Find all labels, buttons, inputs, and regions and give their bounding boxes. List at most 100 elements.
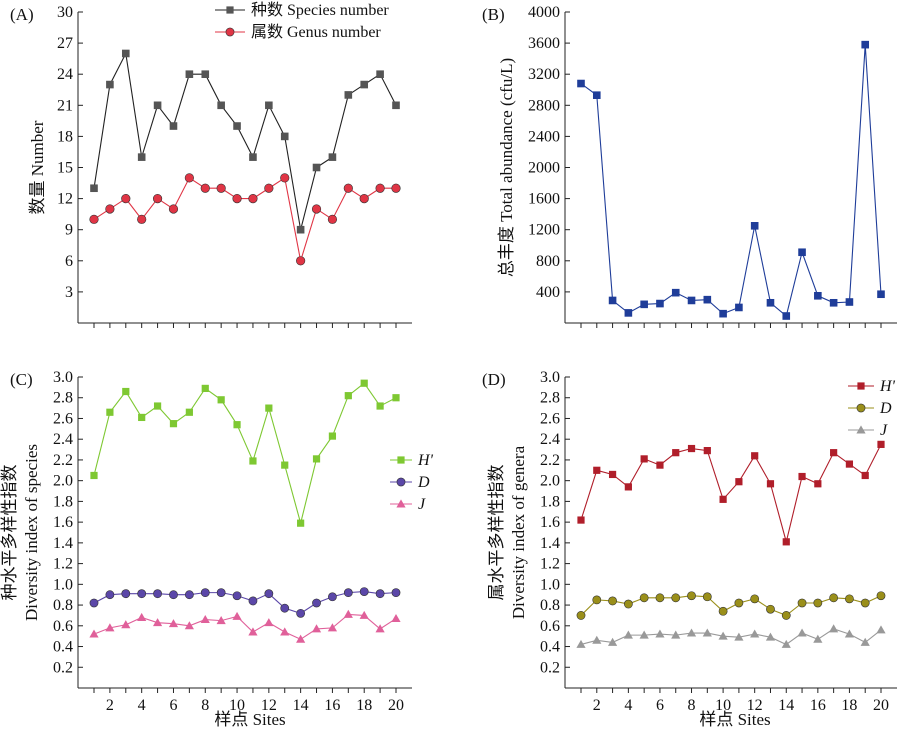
legend-label: J <box>418 496 426 513</box>
data-point <box>719 495 727 503</box>
data-point <box>121 194 131 204</box>
data-point <box>860 598 870 608</box>
data-point <box>861 40 870 49</box>
data-point <box>105 590 115 600</box>
y-tick-label: 3.0 <box>540 369 560 386</box>
data-point <box>280 173 290 183</box>
y-tick-label: 9 <box>65 222 73 239</box>
data-point <box>640 455 648 463</box>
data-point <box>830 449 838 457</box>
data-point <box>89 214 99 224</box>
data-point <box>360 80 369 89</box>
data-point <box>168 204 179 214</box>
data-point <box>169 420 178 428</box>
data-point <box>311 624 322 633</box>
data-point <box>877 440 885 448</box>
x-tick-label: 6 <box>169 697 177 714</box>
data-point <box>391 588 401 598</box>
data-point <box>592 595 602 605</box>
data-point <box>264 618 274 627</box>
y-tick-label: 2.6 <box>53 410 73 427</box>
y-tick-label: 12 <box>57 191 73 208</box>
data-point <box>829 298 838 307</box>
data-point <box>169 122 178 130</box>
panel-letter: (C) <box>10 370 33 389</box>
data-point <box>296 608 306 618</box>
y-tick-label: 3.0 <box>53 369 73 386</box>
chart-panel-4: (D) 0.2 0.4 0.6 0.8 1.0 1.2 1.4 1.6 1.8 2.0 2.2 2.4 2… <box>482 369 897 714</box>
data-point <box>344 91 353 99</box>
data-point <box>328 432 337 440</box>
data-point <box>719 309 727 318</box>
data-point <box>702 628 712 637</box>
data-point <box>168 619 179 628</box>
y-tick-label: 1.4 <box>540 535 560 552</box>
legend-marker <box>396 477 406 487</box>
data-point <box>138 413 146 422</box>
data-point <box>248 194 258 204</box>
data-point <box>297 519 305 527</box>
data-point <box>718 606 728 616</box>
data-point <box>798 472 806 481</box>
data-point <box>577 79 585 88</box>
data-point <box>265 101 273 110</box>
y-tick-label: 1.6 <box>540 514 560 531</box>
data-point <box>656 461 664 469</box>
data-point <box>249 457 257 465</box>
x-tick-label: 20 <box>388 697 404 714</box>
data-point <box>217 101 225 110</box>
data-point <box>137 612 147 621</box>
data-point <box>327 623 338 632</box>
data-point <box>608 470 617 479</box>
data-point <box>343 183 353 193</box>
data-point <box>845 594 854 604</box>
y-tick-label: 1.8 <box>53 493 73 510</box>
data-point <box>845 298 854 306</box>
series-line <box>580 44 882 317</box>
x-tick-label: 12 <box>261 697 277 714</box>
data-point <box>90 471 98 480</box>
data-point <box>327 214 338 224</box>
data-point <box>392 394 400 402</box>
y-tick-label: 2.4 <box>53 431 73 448</box>
data-point <box>311 204 322 214</box>
y-axis-label-en: Diversity index of species <box>22 444 41 621</box>
data-point <box>121 49 130 58</box>
data-point <box>877 290 885 299</box>
legend-label: 属数 Genus number <box>251 23 381 41</box>
y-tick-label: 2.0 <box>540 473 560 490</box>
data-point <box>153 589 162 599</box>
data-point <box>686 628 697 637</box>
data-point <box>766 298 775 307</box>
y-tick-label: 0.2 <box>540 659 560 676</box>
x-tick-label: 18 <box>841 697 857 714</box>
data-point <box>671 288 680 297</box>
y-tick-label: 0.8 <box>540 597 560 614</box>
y-tick-label: 3 <box>65 284 73 301</box>
data-point <box>392 101 400 110</box>
data-point <box>640 300 648 309</box>
data-point <box>375 624 385 633</box>
legend-marker <box>857 382 865 390</box>
data-point <box>344 392 352 400</box>
data-point <box>153 101 162 110</box>
y-tick-label: 1.6 <box>53 514 73 531</box>
y-tick-label: 2.0 <box>53 473 73 490</box>
data-point <box>876 625 886 634</box>
chart-panel-2: (B) 400 800 1200 1600 2000 2400 2800 3200 3600 400… <box>482 4 897 328</box>
chart-panel-1: (A) 3 6 9 12 15 18 21 24 27 30 数量 Number 种数 Species … <box>10 1 412 328</box>
data-point <box>639 630 649 639</box>
y-axis-label: 数量 Number <box>28 120 47 214</box>
y-tick-label: 2000 <box>528 160 560 177</box>
data-point <box>375 589 385 599</box>
y-tick-label: 0.4 <box>53 639 73 656</box>
data-point <box>296 256 306 266</box>
data-point <box>201 384 209 393</box>
data-point <box>860 637 870 646</box>
data-point <box>655 593 665 603</box>
data-point <box>280 627 290 636</box>
data-point <box>105 623 115 632</box>
data-point <box>184 173 194 183</box>
data-point <box>593 466 601 474</box>
y-tick-label: 1.0 <box>53 576 73 593</box>
